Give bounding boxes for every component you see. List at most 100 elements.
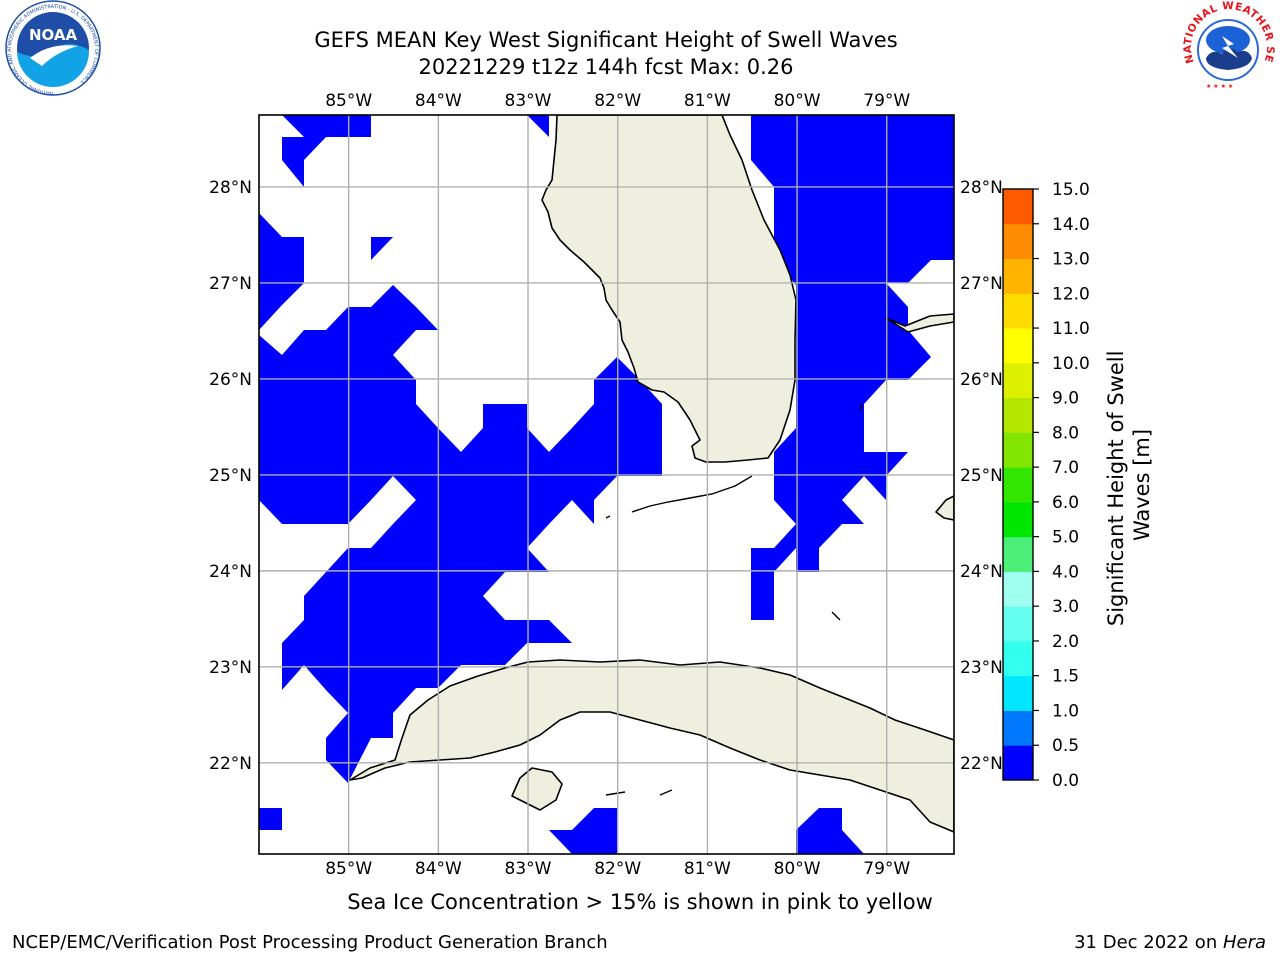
longitude-label-top: 84°W (415, 91, 462, 111)
colorbar-tick-label: 1.0 (1052, 701, 1079, 721)
colorbar-swatch (1003, 501, 1033, 538)
florida-keys (605, 403, 863, 796)
colorbar-tick-label: 14.0 (1052, 215, 1090, 235)
land-masses (349, 115, 954, 833)
colorbar-swatch (1003, 467, 1033, 503)
longitude-label-bottom: 81°W (684, 859, 731, 879)
colorbar-swatch (1003, 189, 1033, 225)
longitude-label-bottom: 84°W (415, 859, 462, 879)
map-frame (258, 114, 955, 855)
colorbar-swatch (1003, 397, 1033, 433)
colorbar-tick-label: 12.0 (1052, 284, 1090, 304)
date-text: 31 Dec 2022 on (1074, 932, 1223, 953)
colorbar-swatch (1003, 293, 1033, 329)
longitude-label-top: 81°W (684, 91, 731, 111)
longitude-label-bottom: 80°W (774, 859, 821, 879)
latitude-label-left: 26°N (209, 370, 252, 390)
colorbar-swatches (1003, 189, 1033, 781)
colorbar-tick-label: 6.0 (1052, 493, 1079, 513)
colorbar-tick-label: 15.0 (1052, 180, 1090, 200)
longitude-label-top: 83°W (505, 91, 552, 111)
colorbar-tick-label: 0.5 (1052, 736, 1079, 756)
colorbar-swatch (1003, 571, 1033, 607)
colorbar-swatch (1003, 432, 1033, 468)
latitude-label-right: 27°N (960, 274, 1003, 294)
latitude-label-left: 27°N (209, 274, 252, 294)
colorbar-tick-label: 0.0 (1052, 771, 1079, 791)
colorbar-label-line-2: Waves [m] (1130, 429, 1154, 541)
longitude-label-top: 80°W (774, 91, 821, 111)
colorbar-tick-label: 4.0 (1052, 562, 1079, 582)
latitude-label-left: 25°N (209, 466, 252, 486)
colorbar-swatch (1003, 606, 1033, 642)
swell-area-southwest (259, 808, 282, 830)
colorbar-swatch (1003, 710, 1033, 746)
latitude-label-left: 24°N (209, 562, 252, 582)
bahamas-grand-bahama (885, 313, 954, 333)
longitude-label-bottom: 82°W (594, 859, 641, 879)
longitude-label-top: 79°W (863, 91, 910, 111)
nws-logo: NATIONAL WEATHER SERVICE ★ ★ ★ ★ (1176, 0, 1276, 97)
colorbar-swatch (1003, 640, 1033, 677)
colorbar-swatch (1003, 675, 1033, 711)
noaa-logo: NATIONAL OCEANIC AND ATMOSPHERIC ADMINIS… (5, 0, 101, 96)
svg-text:★ ★ ★ ★: ★ ★ ★ ★ (1206, 83, 1233, 90)
colorbar-tick-label: 7.0 (1052, 458, 1079, 478)
noaa-logo-text: NOAA (29, 26, 78, 44)
latitude-label-right: 24°N (960, 562, 1003, 582)
colorbar-tick-label: 9.0 (1052, 389, 1079, 409)
colorbar-tick-label: 13.0 (1052, 250, 1090, 270)
longitude-label-top: 85°W (325, 91, 372, 111)
bahamas-andros (935, 495, 954, 521)
coordinate-labels: 85°W 85°W 84°W 84°W 83°W 83°W 82°W 82°W 81°W 81°W… (209, 91, 1003, 879)
isla-de-la-juventud (511, 767, 563, 811)
colorbar-swatch (1003, 745, 1033, 781)
colorbar-swatch (1003, 328, 1033, 364)
latitude-label-left: 22°N (209, 754, 252, 774)
colorbar-swatch (1003, 362, 1033, 399)
longitude-label-bottom: 79°W (863, 859, 910, 879)
date-credit: 31 Dec 2022 on Hera (1074, 932, 1266, 953)
sea-ice-note: Sea Ice Concentration > 15% is shown in … (347, 890, 933, 914)
latitude-label-right: 22°N (960, 754, 1003, 774)
host-name: Hera (1222, 932, 1266, 953)
colorbar-tick-label: 3.0 (1052, 597, 1079, 617)
map-title-line-2: 20221229 t12z 144h fcst Max: 0.26 (418, 55, 794, 79)
latitude-label-right: 28°N (960, 178, 1003, 198)
colorbar-frame (1002, 188, 1034, 781)
map-title-line-1: GEFS MEAN Key West Significant Height of… (314, 28, 898, 52)
swell-area-gulf (282, 137, 326, 187)
colorbar-tick-label: 11.0 (1052, 319, 1090, 339)
latitude-label-right: 23°N (960, 658, 1003, 678)
colorbar-label-line-1: Significant Height of Swell (1104, 351, 1128, 627)
cuba (349, 659, 954, 833)
latitude-label-right: 25°N (960, 466, 1003, 486)
colorbar-tick-label: 5.0 (1052, 528, 1079, 548)
swell-area-gulf (259, 213, 304, 330)
graticule (259, 115, 954, 854)
colorbar-swatch (1003, 536, 1033, 572)
florida-peninsula (541, 115, 797, 463)
colorbar-tick-label: 2.0 (1052, 632, 1079, 652)
longitude-label-bottom: 83°W (505, 859, 552, 879)
swell-area-atlantic (751, 115, 954, 620)
colorbar-tick-label: 10.0 (1052, 354, 1090, 374)
swell-area-gulf (259, 285, 662, 783)
colorbar-tick-label: 8.0 (1052, 423, 1079, 443)
colorbar-swatch (1003, 223, 1033, 260)
colorbar-ticks: 0.0 0.5 1.0 1.5 2.0 3.0 4.0 5.0 6.0 7.0 8.0 9.0 10.0… (1033, 180, 1090, 791)
swell-area-southeast (796, 808, 864, 854)
latitude-label-left: 23°N (209, 658, 252, 678)
colorbar-label: Significant Height of Swell Waves [m] (1104, 344, 1154, 626)
longitude-label-top: 82°W (594, 91, 641, 111)
swell-height-field (259, 115, 954, 854)
producer-credit: NCEP/EMC/Verification Post Processing Pr… (12, 932, 608, 953)
swell-area-gulf (527, 115, 549, 137)
latitude-label-left: 28°N (209, 178, 252, 198)
colorbar-swatch (1003, 258, 1033, 294)
latitude-label-right: 26°N (960, 370, 1003, 390)
swell-area-gulf (371, 237, 393, 260)
swell-area-south (549, 808, 617, 854)
